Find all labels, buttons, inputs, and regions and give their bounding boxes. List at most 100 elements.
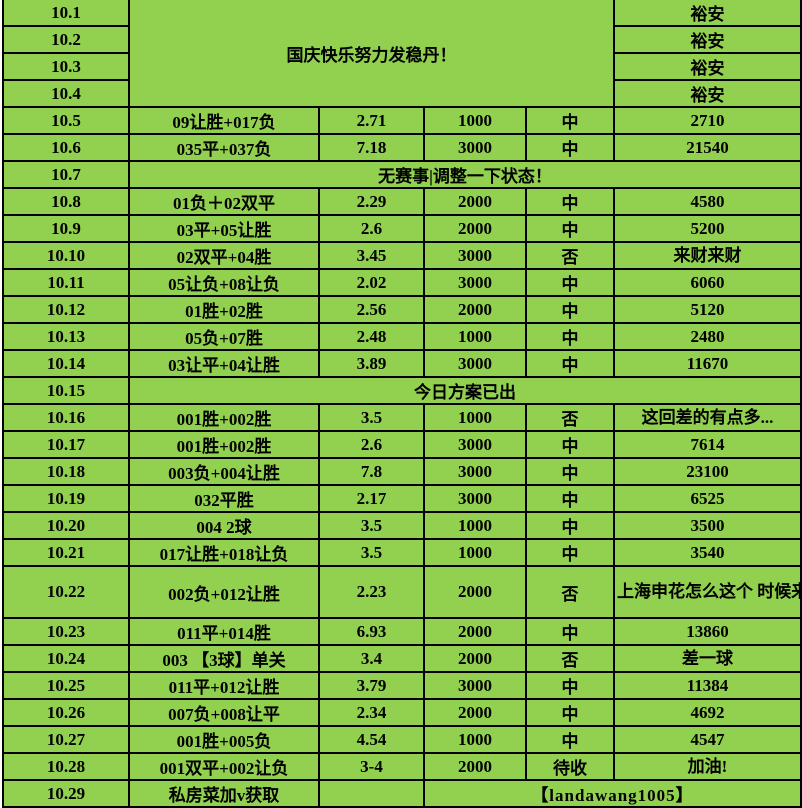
odds-cell: 7.18: [318, 133, 425, 162]
date-cell: 10.23: [2, 617, 130, 646]
stake-cell: 1000: [423, 538, 527, 567]
date-cell: 10.15: [2, 376, 130, 405]
date-cell: 10.25: [2, 671, 130, 700]
date-cell: 10.21: [2, 538, 130, 567]
table-row: 10.13 05负+07胜 2.48 1000 中 2480: [2, 322, 802, 351]
bet-cell: 035平+037负: [128, 133, 320, 162]
header-row: 10.1 国庆快乐努力发稳丹！ 裕安: [2, 0, 802, 108]
table-row: 10.19 032平胜 2.17 3000 中 6525: [2, 484, 802, 513]
stake-cell: 3000: [423, 349, 527, 378]
stake-cell: 2000: [423, 187, 527, 216]
stake-cell: 3000: [423, 133, 527, 162]
result-cell: 中: [525, 484, 615, 513]
bet-cell: 002负+012让胜: [128, 565, 320, 619]
side-label-cell: 裕安: [613, 0, 802, 27]
date-cell: 10.19: [2, 484, 130, 513]
odds-cell: 2.34: [318, 698, 425, 727]
date-cell: 10.14: [2, 349, 130, 378]
payout-cell: 上海申花怎么这个 时候来劲了: [613, 565, 802, 619]
bet-cell: 032平胜: [128, 484, 320, 513]
date-cell: 10.27: [2, 725, 130, 754]
side-label-cell: 裕安: [613, 25, 802, 54]
bet-cell: 私房菜加v获取: [128, 779, 320, 808]
stake-cell: 3000: [423, 241, 527, 270]
payout-cell: 2710: [613, 106, 802, 135]
result-cell: 中: [525, 671, 615, 700]
date-cell: 10.16: [2, 403, 130, 432]
header-row: 10.4 裕安: [2, 79, 802, 108]
table-row: 10.28 001双平+002让负 3-4 2000 待收 加油!: [2, 752, 802, 781]
payout-cell: 23100: [613, 457, 802, 486]
bet-cell: 001胜+002胜: [128, 430, 320, 459]
payout-cell: 4547: [613, 725, 802, 754]
odds-cell: 2.29: [318, 187, 425, 216]
odds-cell: 2.48: [318, 322, 425, 351]
table-row: 10.21 017让胜+018让负 3.5 1000 中 3540: [2, 538, 802, 567]
result-cell: 否: [525, 644, 615, 673]
header-row: 10.3 裕安: [2, 52, 802, 81]
date-cell: 10.12: [2, 295, 130, 324]
payout-cell: 2480: [613, 322, 802, 351]
payout-cell: 11670: [613, 349, 802, 378]
result-cell: 中: [525, 214, 615, 243]
table-row: 10.29 私房菜加v获取 【landawang1005】: [2, 779, 802, 808]
stake-cell: 2000: [423, 565, 527, 619]
date-cell: 10.17: [2, 430, 130, 459]
odds-cell: 7.8: [318, 457, 425, 486]
result-cell: 中: [525, 133, 615, 162]
payout-cell: 来财来财: [613, 241, 802, 270]
date-cell: 10.7: [2, 160, 130, 189]
date-cell: 10.28: [2, 752, 130, 781]
bet-cell: 011平+012让胜: [128, 671, 320, 700]
bet-cell: 003负+004让胜: [128, 457, 320, 486]
odds-cell: 3.5: [318, 538, 425, 567]
result-cell: 中: [525, 106, 615, 135]
bet-cell: 007负+008让平: [128, 698, 320, 727]
date-cell: 10.2: [2, 25, 130, 54]
table-row: 10.14 03让平+04让胜 3.89 3000 中 11670: [2, 349, 802, 378]
payout-cell: 5120: [613, 295, 802, 324]
table-row: 10.27 001胜+005负 4.54 1000 中 4547: [2, 725, 802, 754]
stake-cell: 2000: [423, 752, 527, 781]
table-row: 10.25 011平+012让胜 3.79 3000 中 11384: [2, 671, 802, 700]
date-cell: 10.11: [2, 268, 130, 297]
payout-cell: 4692: [613, 698, 802, 727]
payout-cell: 3500: [613, 511, 802, 540]
payout-cell: 21540: [613, 133, 802, 162]
stake-cell: 1000: [423, 106, 527, 135]
payout-cell: 4580: [613, 187, 802, 216]
stake-cell: 1000: [423, 511, 527, 540]
odds-cell: 2.17: [318, 484, 425, 513]
bet-cell: 001胜+002胜: [128, 403, 320, 432]
bet-cell: 05让负+08让负: [128, 268, 320, 297]
result-cell: 中: [525, 430, 615, 459]
payout-cell: 3540: [613, 538, 802, 567]
bet-cell: 01胜+02胜: [128, 295, 320, 324]
stake-cell: 3000: [423, 430, 527, 459]
result-cell: 中: [525, 725, 615, 754]
date-cell: 10.22: [2, 565, 130, 619]
table-row: 10.26 007负+008让平 2.34 2000 中 4692: [2, 698, 802, 727]
result-cell: 中: [525, 322, 615, 351]
table-row: 10.10 02双平+04胜 3.45 3000 否来财来财: [2, 241, 802, 270]
page-title: 国庆快乐努力发稳丹！: [128, 0, 615, 108]
result-cell: 中: [525, 349, 615, 378]
bet-cell: 001双平+002让负: [128, 752, 320, 781]
stake-cell: 3000: [423, 457, 527, 486]
odds-cell: 2.56: [318, 295, 425, 324]
bet-cell: 02双平+04胜: [128, 241, 320, 270]
table-row: 10.20 004 2球 3.5 1000 中 3500: [2, 511, 802, 540]
stake-cell: 2000: [423, 295, 527, 324]
stake-cell: 1000: [423, 322, 527, 351]
result-cell: 待收: [525, 752, 615, 781]
odds-cell: 2.6: [318, 214, 425, 243]
payout-cell: 6525: [613, 484, 802, 513]
bet-cell: 03平+05让胜: [128, 214, 320, 243]
date-cell: 10.29: [2, 779, 130, 808]
result-cell: 中: [525, 268, 615, 297]
bet-cell: 05负+07胜: [128, 322, 320, 351]
date-cell: 10.4: [2, 79, 130, 108]
date-cell: 10.9: [2, 214, 130, 243]
side-label-cell: 裕安: [613, 52, 802, 81]
